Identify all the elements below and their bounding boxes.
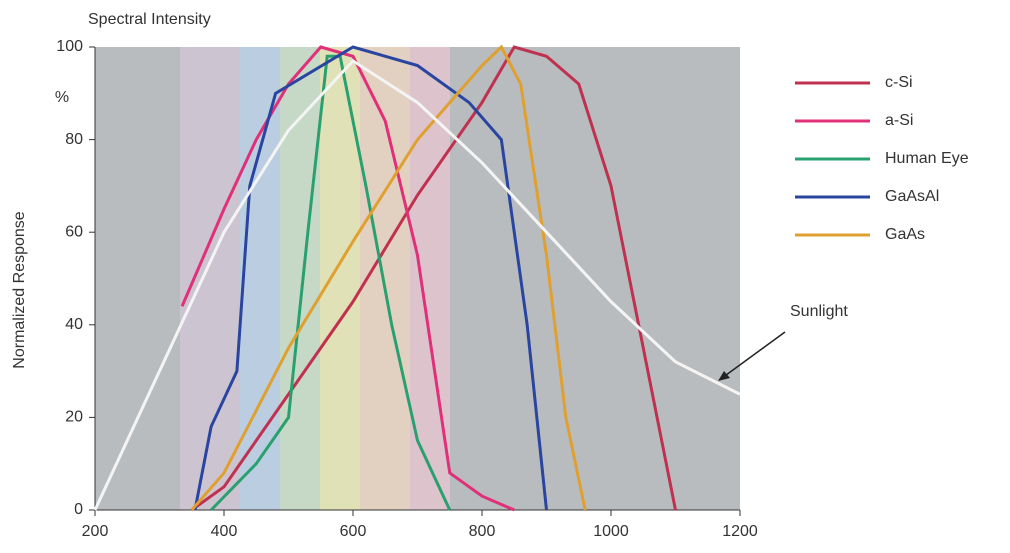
y-axis-title: Normalized Response xyxy=(11,211,28,369)
legend-label: GaAsAl xyxy=(885,188,939,205)
y-tick-label: 40 xyxy=(65,316,83,333)
x-tick-label: 1200 xyxy=(722,523,758,540)
y-tick-label: 60 xyxy=(65,223,83,240)
y-tick-label: 80 xyxy=(65,131,83,148)
legend-label: Human Eye xyxy=(885,150,969,167)
x-tick-label: 600 xyxy=(340,523,367,540)
y-tick-label: 100 xyxy=(56,38,83,55)
y-tick-label: 20 xyxy=(65,409,83,426)
chart: Spectral Intensity % Normalized Response… xyxy=(0,0,1010,548)
y-tick-label: 0 xyxy=(74,501,83,518)
x-tick-label: 1000 xyxy=(593,523,629,540)
spectrum-band xyxy=(180,47,240,510)
legend-label: GaAs xyxy=(885,226,925,243)
legend-label: a-Si xyxy=(885,112,913,129)
x-tick-label: 800 xyxy=(469,523,496,540)
x-tick-label: 400 xyxy=(211,523,238,540)
spectrum-band xyxy=(320,47,360,510)
x-tick-label: 200 xyxy=(82,523,109,540)
chart-title: Spectral Intensity xyxy=(88,11,211,28)
y-unit-label: % xyxy=(55,89,69,106)
annotation: Sunlight xyxy=(790,303,848,320)
legend-label: c-Si xyxy=(885,74,913,91)
